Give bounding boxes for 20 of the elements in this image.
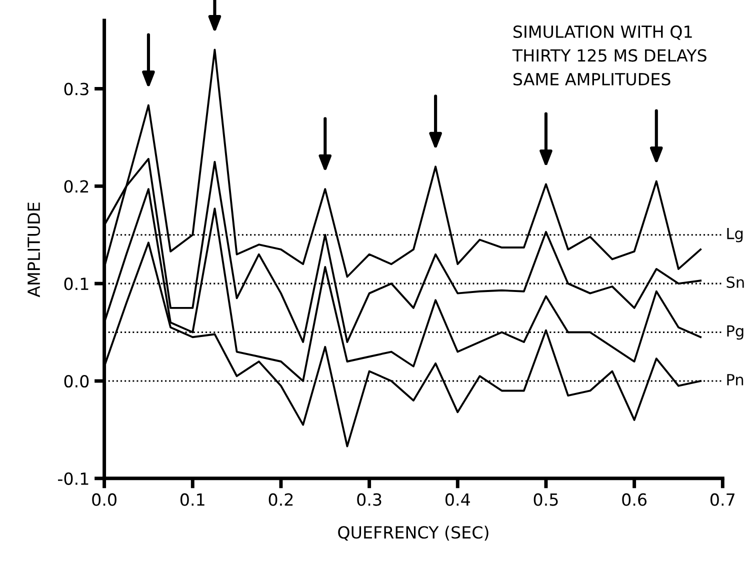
x-tick-label: 0.7: [710, 493, 734, 506]
annotation: SIMULATION WITH Q1 THIRTY 125 MS DELAYS SAME AMPLITUDES: [512, 25, 706, 86]
x-tick-label: 0.5: [534, 493, 558, 506]
x-tick-label: 0.1: [180, 493, 204, 506]
x-axis-title: QUEFRENCY (SEC): [338, 526, 488, 541]
series-label: Pn: [727, 374, 744, 386]
y-tick-label: 0.1: [64, 278, 88, 290]
x-tick-label: 0.4: [445, 493, 470, 506]
x-tick-label: 0.6: [622, 493, 647, 506]
x-tick-label: 0.3: [357, 493, 382, 506]
x-tick-label: 0.2: [268, 493, 293, 506]
series-label: Sn: [726, 276, 744, 288]
y-tick-label: 0.0: [64, 374, 89, 388]
series-label: Pg: [727, 325, 744, 340]
y-axis-title: AMPLITUDE: [28, 202, 40, 298]
series-label: Lg: [727, 228, 743, 242]
y-tick-label: 0.3: [64, 82, 88, 96]
y-tick-label: -0.1: [58, 472, 88, 485]
x-tick-label: 0.0: [92, 493, 116, 506]
y-tick-label: 0.2: [64, 180, 88, 193]
